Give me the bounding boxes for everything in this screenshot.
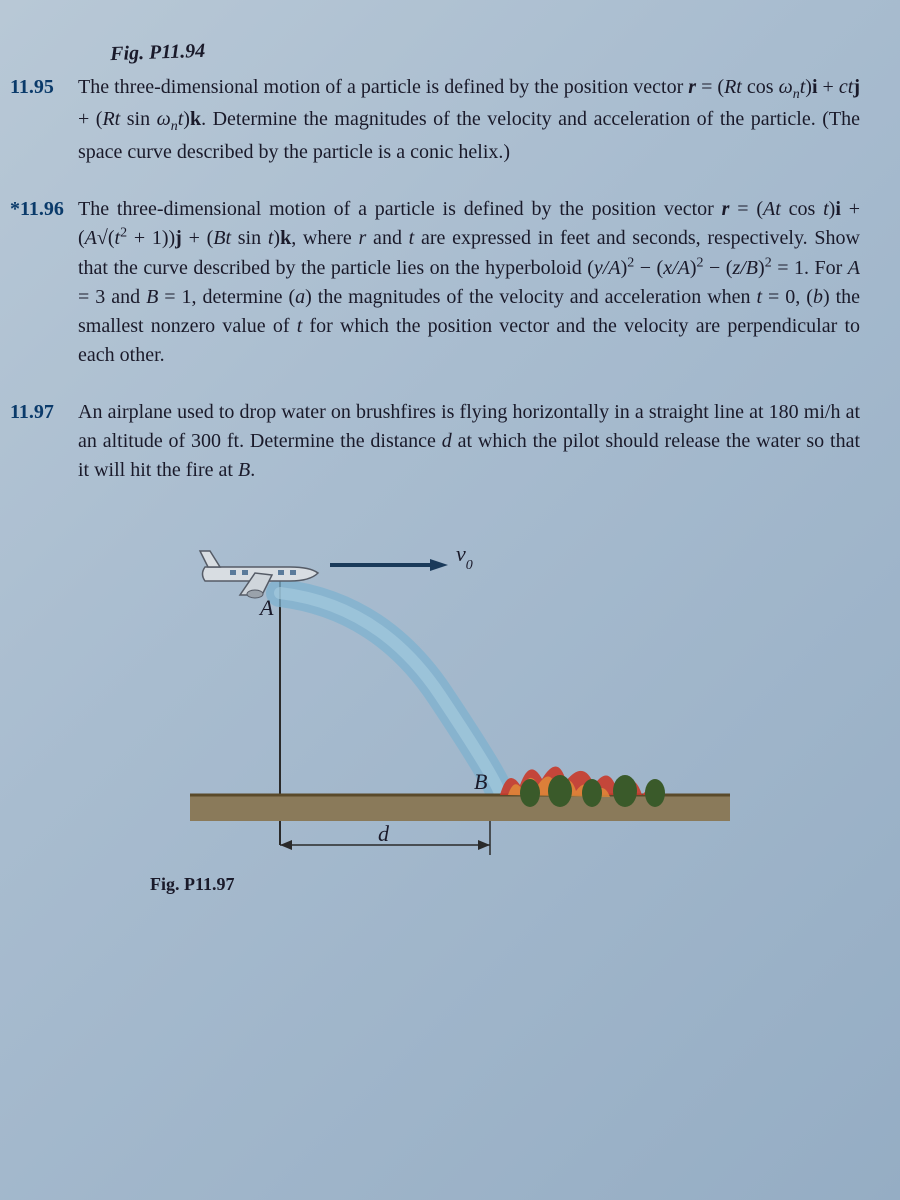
figure-p11-97: v0 A B d Fig. P11.97 bbox=[130, 515, 730, 895]
problem-text: The three-dimensional motion of a partic… bbox=[78, 198, 860, 366]
star-icon: * bbox=[10, 198, 20, 220]
label-A: A bbox=[258, 595, 274, 620]
problem-number: *11.96 bbox=[10, 195, 64, 224]
problem-text: An airplane used to drop water on brushf… bbox=[78, 401, 860, 481]
problem-text: The three-dimensional motion of a partic… bbox=[78, 76, 860, 163]
figure-caption: Fig. P11.97 bbox=[150, 874, 235, 895]
v0-label: v0 bbox=[456, 541, 473, 573]
water-trajectory bbox=[280, 593, 500, 795]
problem-number: 11.95 bbox=[10, 73, 54, 102]
problem-11-97: 11.97 An airplane used to drop water on … bbox=[10, 398, 860, 485]
figure-svg: v0 A B d bbox=[130, 515, 730, 875]
dim-d-arrow-left bbox=[280, 840, 292, 850]
textbook-page: Fig. P11.94 11.95 The three-dimensional … bbox=[0, 0, 900, 1200]
figure-reference-top: Fig. P11.94 bbox=[110, 17, 860, 66]
label-B: B bbox=[474, 769, 487, 794]
velocity-arrow-head bbox=[430, 559, 448, 571]
problem-number: 11.97 bbox=[10, 398, 54, 427]
problem-11-96: *11.96 The three-dimensional motion of a… bbox=[10, 195, 860, 370]
dim-d-arrow-right bbox=[478, 840, 490, 850]
label-d: d bbox=[378, 821, 390, 846]
problem-11-95: 11.95 The three-dimensional motion of a … bbox=[10, 73, 860, 167]
